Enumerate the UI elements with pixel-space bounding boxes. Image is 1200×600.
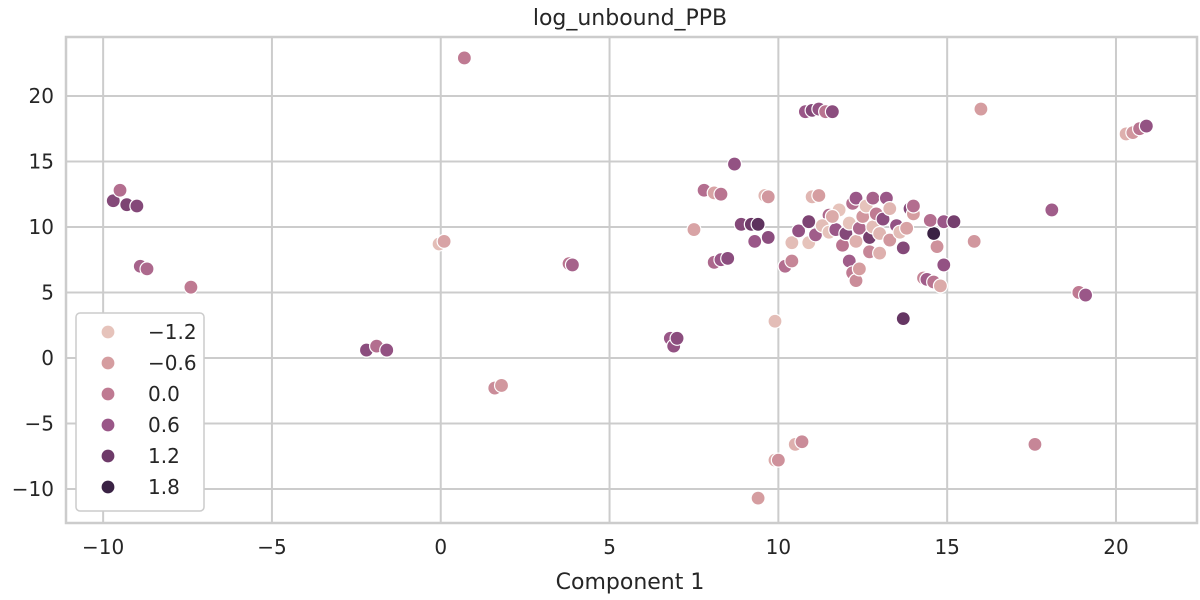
- data-point: [669, 330, 685, 346]
- data-point: [493, 377, 510, 394]
- data-point: [686, 221, 702, 238]
- data-point: [865, 190, 881, 206]
- data-point: [848, 190, 864, 206]
- legend-label: 1.8: [148, 475, 180, 499]
- x-axis-label: Component 1: [556, 570, 705, 595]
- data-point: [946, 214, 962, 230]
- data-point: [760, 189, 776, 205]
- data-point: [794, 434, 810, 450]
- x-tick-label: 15: [934, 535, 959, 559]
- x-tick-label: −10: [82, 535, 124, 559]
- data-point: [899, 220, 915, 236]
- data-point: [851, 261, 867, 277]
- data-point: [936, 257, 952, 273]
- x-tick-label: 5: [603, 535, 616, 559]
- data-point: [456, 50, 472, 66]
- data-point: [882, 232, 898, 248]
- data-point: [926, 225, 942, 242]
- y-tick-label: 15: [29, 149, 54, 173]
- legend-label: 0.6: [148, 413, 180, 437]
- data-point: [139, 261, 155, 277]
- legend: −1.2 −0.6 0.0 0.6 1.2 1.8: [75, 312, 205, 512]
- axes: −10 −5 0 5 10 15 20 −10 −5 0 5 10 15 20: [12, 35, 1199, 559]
- legend-marker: [100, 479, 116, 495]
- data-point: [183, 279, 199, 295]
- legend-marker: [100, 386, 116, 402]
- legend-label: 0.0: [148, 382, 180, 406]
- data-point: [872, 245, 888, 261]
- data-point: [713, 186, 729, 202]
- legend-marker: [100, 417, 116, 433]
- data-point: [784, 253, 800, 269]
- data-point: [1138, 118, 1154, 134]
- data-point: [811, 187, 827, 204]
- data-point: [436, 233, 452, 249]
- data-point: [929, 238, 945, 255]
- data-point: [726, 156, 743, 172]
- y-tick-label: 20: [29, 84, 54, 108]
- y-tick-label: −5: [25, 411, 54, 435]
- data-point: [784, 235, 800, 251]
- data-point: [905, 198, 922, 214]
- data-point: [747, 233, 763, 249]
- data-point: [379, 342, 395, 358]
- y-tick-label: −10: [12, 477, 54, 501]
- data-point: [564, 257, 581, 273]
- chart-title: log_unbound_PPB: [533, 6, 727, 31]
- data-point: [1077, 287, 1094, 303]
- y-tick-label: 10: [29, 215, 54, 239]
- data-point: [932, 278, 949, 294]
- plot-frame: [64, 35, 1199, 525]
- data-point: [791, 223, 807, 239]
- points: [105, 50, 1154, 506]
- data-point: [1027, 436, 1043, 453]
- data-point: [750, 490, 766, 506]
- data-point: [824, 208, 840, 225]
- data-point: [922, 212, 938, 228]
- data-point: [720, 250, 736, 266]
- data-point: [824, 104, 840, 120]
- data-point: [767, 313, 783, 329]
- legend-label: −1.2: [148, 320, 197, 344]
- x-tick-label: −5: [257, 535, 286, 559]
- grid: [66, 37, 1197, 523]
- data-point: [112, 182, 128, 198]
- legend-label: −0.6: [148, 351, 197, 375]
- data-point: [895, 240, 911, 256]
- data-point: [1044, 202, 1060, 218]
- data-point: [882, 201, 898, 217]
- data-point: [895, 311, 911, 327]
- plot-area: [66, 37, 1197, 523]
- y-tick-label: 0: [41, 346, 54, 370]
- data-point: [966, 233, 982, 249]
- legend-marker: [100, 448, 116, 464]
- y-tick-label: 5: [41, 280, 54, 304]
- x-tick-label: 0: [434, 535, 447, 559]
- data-point: [760, 229, 776, 246]
- data-point: [129, 198, 145, 214]
- legend-marker: [100, 355, 116, 371]
- legend-label: 1.2: [148, 444, 180, 468]
- x-tick-label: 20: [1103, 535, 1128, 559]
- x-tick-label: 10: [766, 535, 791, 559]
- data-point: [770, 452, 786, 468]
- data-point: [973, 101, 989, 117]
- data-point: [750, 216, 766, 232]
- legend-marker: [100, 324, 116, 340]
- data-point: [848, 233, 864, 249]
- data-point: [801, 214, 817, 230]
